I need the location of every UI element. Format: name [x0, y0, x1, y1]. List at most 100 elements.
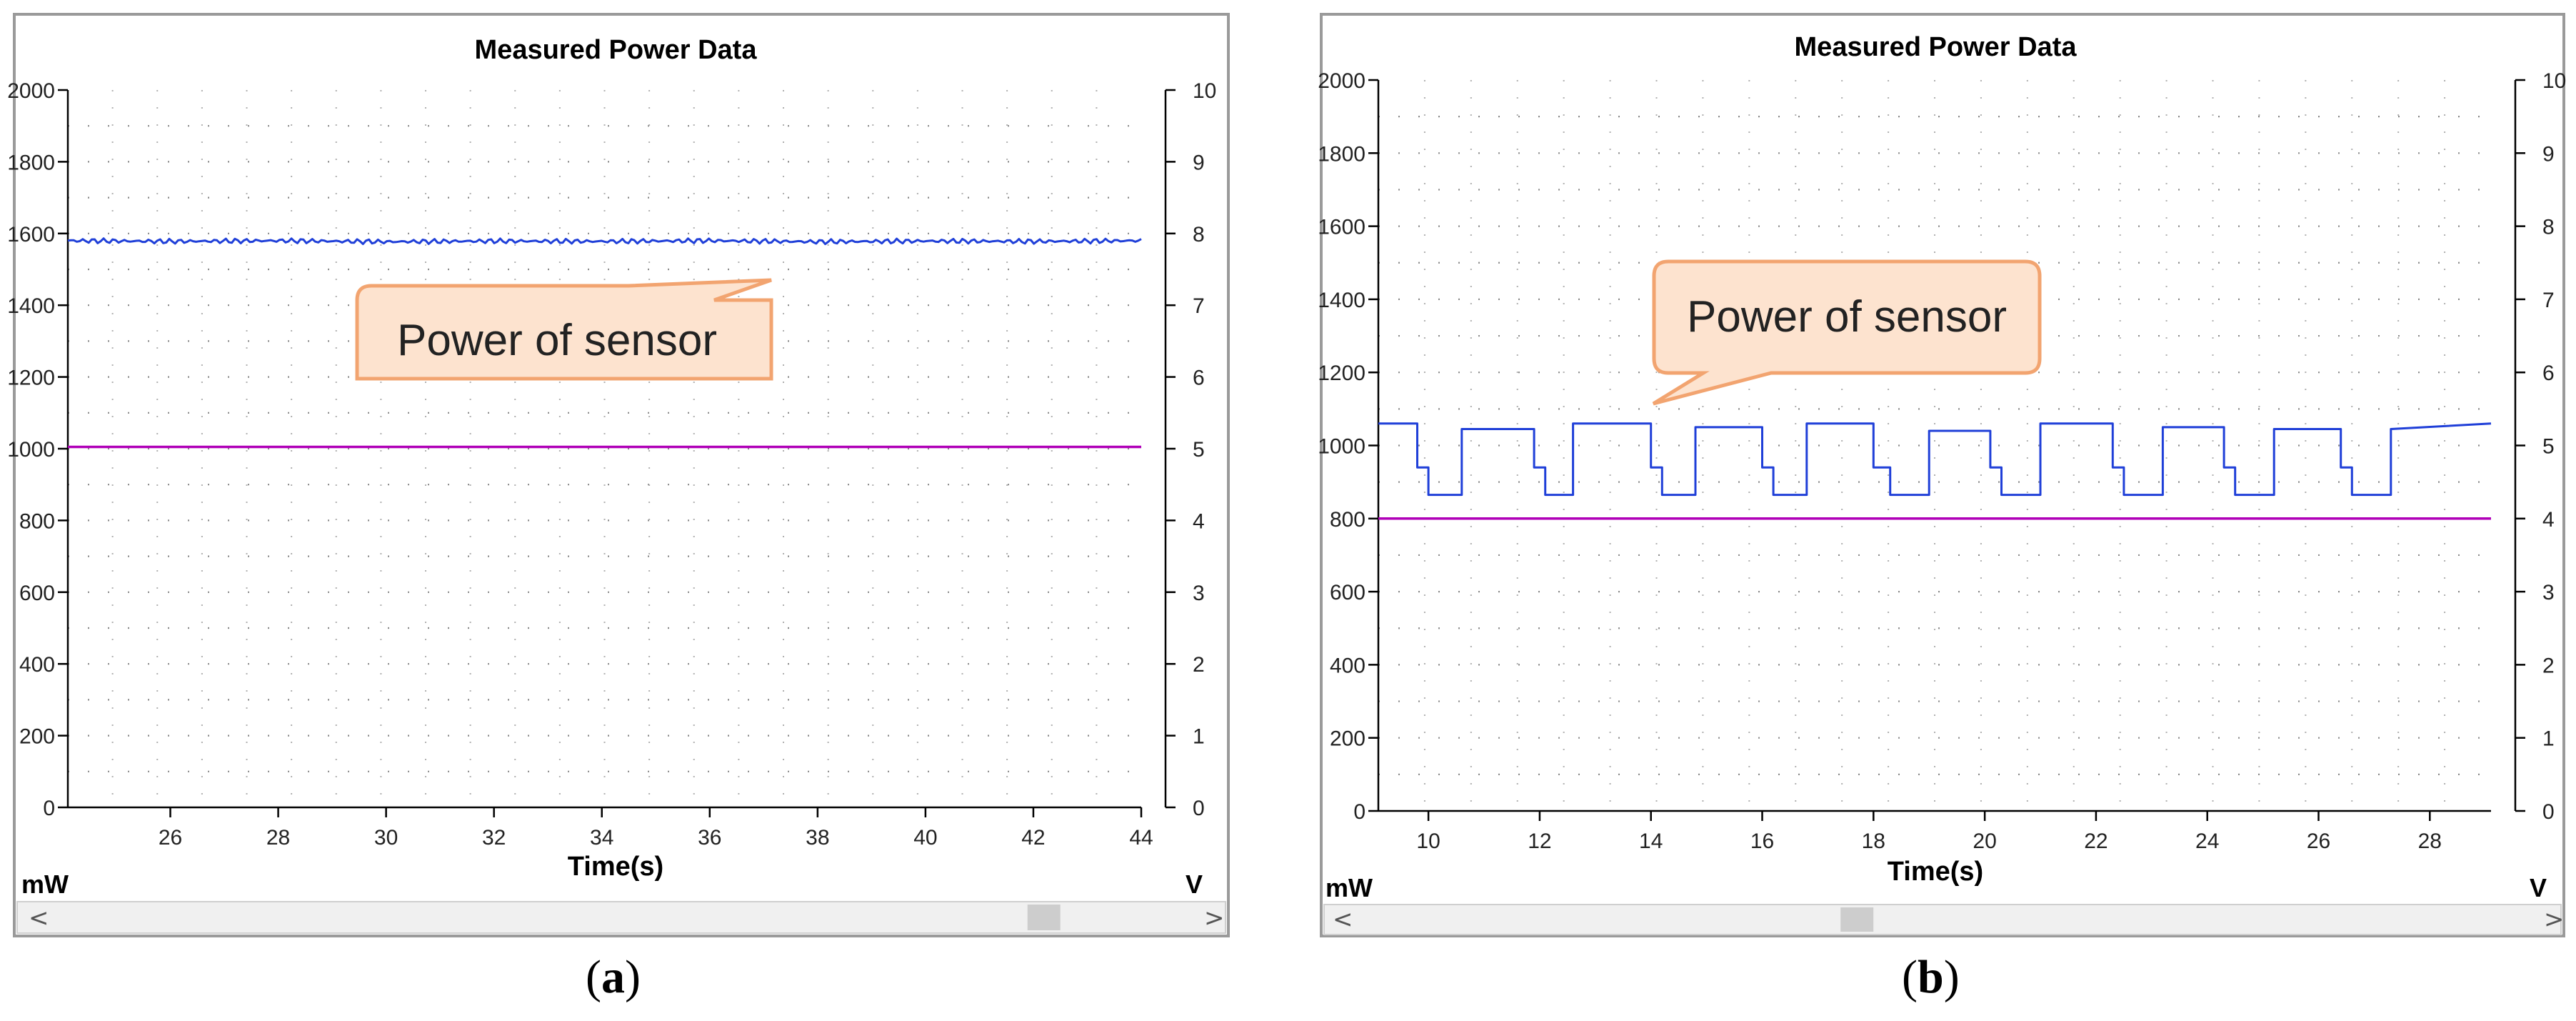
y-left-tick-label: 400 — [1330, 654, 1365, 677]
y-left-tick-label: 1400 — [1318, 289, 1365, 312]
chart-a-scroll-left-arrow[interactable]: < — [29, 904, 49, 932]
x-tick-label: 14 — [1639, 830, 1663, 853]
x-tick-label: 22 — [2084, 830, 2108, 853]
x-tick-label: 28 — [266, 826, 290, 850]
y-left-tick-label: 600 — [1330, 581, 1365, 604]
chart-a-svg: Measured Power Data Time(s) mW V 0200400… — [7, 13, 1230, 937]
x-tick-label: 38 — [806, 826, 829, 850]
caption-a-close: ) — [624, 951, 641, 1003]
x-tick-label: 20 — [1973, 830, 1996, 853]
chart-panel-b: Measured Power Data Time(s) mW V 0 200 400… — [1307, 0, 2576, 943]
y-right-tick-label: 10 — [1193, 79, 1216, 103]
chart-a-frame — [13, 13, 1230, 937]
y-left-tick-label: 800 — [19, 509, 55, 533]
y-left-tick-label: 600 — [19, 582, 55, 605]
y-left-tick-label: 1200 — [1318, 362, 1365, 385]
x-tick-label: 44 — [1129, 826, 1153, 850]
y-left-tick-label: 1200 — [7, 367, 55, 390]
chart-b-callout: Power of sensor — [1652, 259, 2042, 406]
y-right-tick-label: 2 — [2542, 654, 2555, 677]
y-right-tick-label: 5 — [2542, 435, 2555, 459]
x-tick-label: 32 — [482, 826, 506, 850]
y-left-tick-label: 400 — [19, 653, 55, 677]
y-right-tick-label: 0 — [2542, 800, 2555, 824]
chart-b-scroll-left-arrow[interactable]: < — [1333, 905, 1353, 934]
chart-a-scroll-thumb[interactable] — [1027, 905, 1061, 930]
chart-a-plot-area: 0 200 400 600 800 1000 1200 1400 1600 1800 2000 0 1 2… — [7, 79, 1216, 850]
y-right-tick-label: 3 — [2542, 581, 2555, 604]
x-tick-label: 34 — [590, 826, 613, 850]
x-tick-label: 30 — [374, 826, 398, 850]
chart-b-right-unit: V — [2530, 873, 2547, 902]
y-right-tick-label: 7 — [1193, 294, 1205, 318]
y-left-tick-label: 1800 — [1318, 142, 1365, 166]
chart-b-frame — [1320, 13, 2565, 937]
y-left-tick-label: 1800 — [7, 151, 55, 174]
chart-a-x-axis-label: Time(s) — [568, 852, 663, 882]
caption-a: (a) — [586, 950, 641, 1005]
y-right-tick-label: 9 — [2542, 142, 2555, 166]
y-right-tick-label: 7 — [2542, 289, 2555, 312]
caption-a-open: ( — [586, 951, 601, 1003]
chart-b-svg: Measured Power Data Time(s) mW V 0200400… — [1318, 13, 2566, 937]
y-left-tick-label: 1400 — [7, 294, 55, 318]
chart-b-scrollbar[interactable]: < > — [1323, 904, 2565, 935]
y-left-tick-label: 800 — [1330, 508, 1365, 532]
chart-b-plot-area: 0200400600800100012001400160018002000012… — [1318, 69, 2566, 853]
caption-b: (b) — [1902, 950, 1960, 1005]
x-tick-label: 26 — [159, 826, 182, 850]
y-left-tick-label: 1000 — [1318, 435, 1365, 459]
x-tick-label: 10 — [1416, 830, 1440, 853]
chart-a-scrollbar[interactable]: < > — [16, 901, 1226, 934]
y-left-tick-label: 1000 — [7, 438, 55, 462]
chart-b-scroll-right-arrow[interactable]: > — [2544, 905, 2565, 934]
chart-a-callout-text: Power of sensor — [397, 316, 717, 365]
caption-b-open: ( — [1902, 951, 1918, 1003]
y-right-tick-label: 1 — [2542, 727, 2555, 751]
y-right-tick-label: 4 — [1193, 509, 1205, 533]
y-right-tick-label: 10 — [2542, 69, 2566, 93]
y-left-tick-label: 1600 — [7, 223, 55, 246]
y-right-tick-label: 3 — [1193, 582, 1205, 605]
y-right-tick-label: 8 — [2542, 216, 2555, 239]
y-left-tick-label: 200 — [19, 725, 55, 749]
chart-a-series-power — [67, 237, 1142, 246]
y-left-tick-label: 1600 — [1318, 216, 1365, 239]
y-right-tick-label: 4 — [2542, 508, 2555, 532]
chart-a-scroll-right-arrow[interactable]: > — [1204, 904, 1225, 932]
y-right-tick-label: 6 — [1193, 367, 1205, 390]
y-left-tick-label: 0 — [1353, 800, 1365, 824]
y-left-tick-label: 0 — [43, 797, 55, 820]
x-tick-label: 28 — [2418, 830, 2442, 853]
x-tick-label: 36 — [698, 826, 721, 850]
x-tick-label: 40 — [913, 826, 937, 850]
chart-a-right-unit: V — [1186, 870, 1203, 899]
caption-b-close: ) — [1943, 951, 1960, 1003]
y-right-tick-label: 9 — [1193, 151, 1205, 174]
chart-b-series-power — [1378, 422, 2492, 497]
y-right-tick-label: 2 — [1193, 653, 1205, 677]
x-tick-label: 16 — [1750, 830, 1774, 853]
chart-a-left-unit: mW — [21, 870, 69, 899]
chart-b-scroll-thumb[interactable] — [1840, 907, 1874, 932]
x-tick-label: 12 — [1528, 830, 1551, 853]
chart-a-callout: Power of sensor — [355, 278, 773, 381]
y-right-tick-label: 0 — [1193, 797, 1205, 820]
y-right-tick-label: 5 — [1193, 438, 1205, 462]
chart-panel-a: Measured Power Data Time(s) mW V 0 200 400… — [0, 0, 1243, 943]
chart-b-left-unit: mW — [1325, 873, 1373, 902]
chart-a-title: Measured Power Data — [475, 35, 758, 65]
y-left-tick-label: 2000 — [7, 79, 55, 103]
y-right-tick-label: 1 — [1193, 725, 1205, 749]
x-tick-label: 24 — [2195, 830, 2219, 853]
x-tick-label: 42 — [1021, 826, 1045, 850]
y-right-tick-label: 6 — [2542, 362, 2555, 385]
x-tick-label: 26 — [2307, 830, 2330, 853]
y-right-tick-label: 8 — [1193, 223, 1205, 246]
y-left-tick-label: 2000 — [1318, 69, 1365, 93]
chart-b-x-axis-label: Time(s) — [1888, 857, 1983, 887]
x-tick-label: 18 — [1862, 830, 1885, 853]
chart-b-callout-text: Power of sensor — [1687, 292, 2007, 342]
caption-b-letter: b — [1917, 951, 1944, 1003]
chart-b-title: Measured Power Data — [1795, 32, 2078, 62]
